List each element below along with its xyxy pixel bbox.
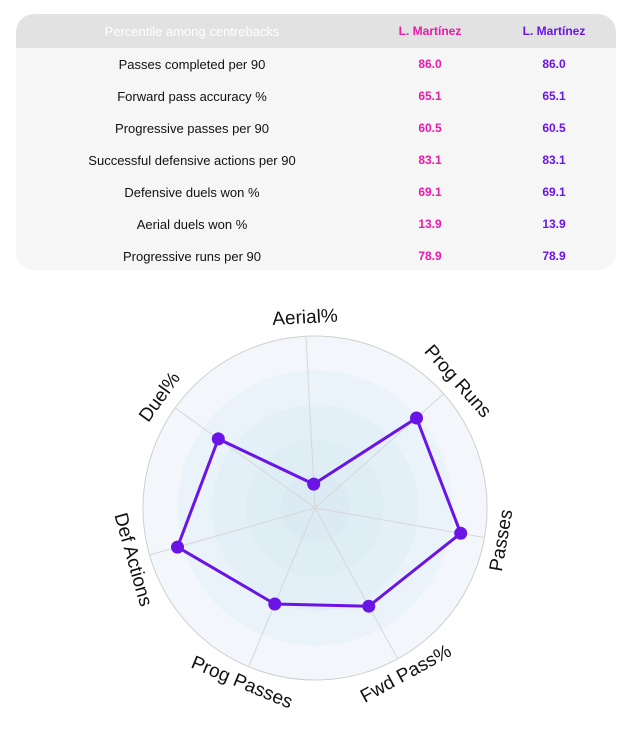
player2-value: 78.9 (542, 249, 566, 263)
player2-value: 83.1 (542, 153, 566, 167)
table-row: Progressive passes per 90 60.5 60.5 (16, 112, 616, 144)
table-row: Forward pass accuracy % 65.1 65.1 (16, 80, 616, 112)
radar-point (171, 540, 184, 554)
radar-spoke (248, 507, 316, 667)
metric-label: Forward pass accuracy % (117, 88, 267, 104)
player1-value: 83.1 (418, 153, 442, 167)
player1-value: 13.9 (418, 217, 442, 231)
player1-value: 65.1 (418, 89, 442, 103)
radar-spoke (314, 507, 399, 660)
player2-value: 86.0 (542, 57, 566, 71)
header-player1-name: L. Martínez (398, 24, 462, 38)
radar-point (268, 597, 282, 611)
table-row: Progressive runs per 90 78.9 78.9 (16, 240, 616, 270)
player1-value: 69.1 (418, 185, 442, 199)
metric-label: Successful defensive actions per 90 (88, 152, 296, 168)
metric-label: Passes completed per 90 (118, 56, 266, 72)
table-row: Passes completed per 90 86.0 86.0 (16, 48, 616, 80)
radar-axis-label: Passes (486, 508, 517, 573)
radar-point (410, 411, 423, 425)
percentile-table: Percentile among centrebacks L. Martínez… (16, 14, 616, 270)
radar-point (211, 432, 225, 446)
player1-value: 86.0 (418, 57, 442, 71)
player1-value: 78.9 (418, 249, 442, 263)
radar-point (362, 599, 376, 613)
table-header: Percentile among centrebacks L. Martínez… (16, 14, 616, 48)
header-metric-label: Percentile among centrebacks (104, 23, 280, 39)
metric-label: Progressive passes per 90 (115, 120, 269, 136)
metric-label: Progressive runs per 90 (122, 248, 261, 264)
header-player2-name: L. Martínez (522, 24, 586, 38)
radar-point (454, 526, 468, 540)
player2-value: 65.1 (542, 89, 566, 103)
radar-series (171, 411, 468, 613)
player2-value: 69.1 (542, 185, 566, 199)
player2-value: 13.9 (542, 217, 566, 231)
radar-axis-label: Aerial% (272, 306, 339, 330)
player1-value: 60.5 (418, 121, 442, 135)
metric-label: Aerial duels won % (136, 216, 248, 232)
table-row: Defensive duels won % 69.1 69.1 (16, 176, 616, 208)
metric-label: Defensive duels won % (124, 184, 260, 200)
radar-spoke (174, 407, 316, 509)
table-row: Aerial duels won % 13.9 13.9 (16, 208, 616, 240)
radar-spoke (314, 393, 445, 509)
radar-point (307, 477, 321, 491)
radar-series-line (176, 416, 463, 608)
table-row: Successful defensive actions per 90 83.1… (16, 144, 616, 176)
player2-value: 60.5 (542, 121, 566, 135)
